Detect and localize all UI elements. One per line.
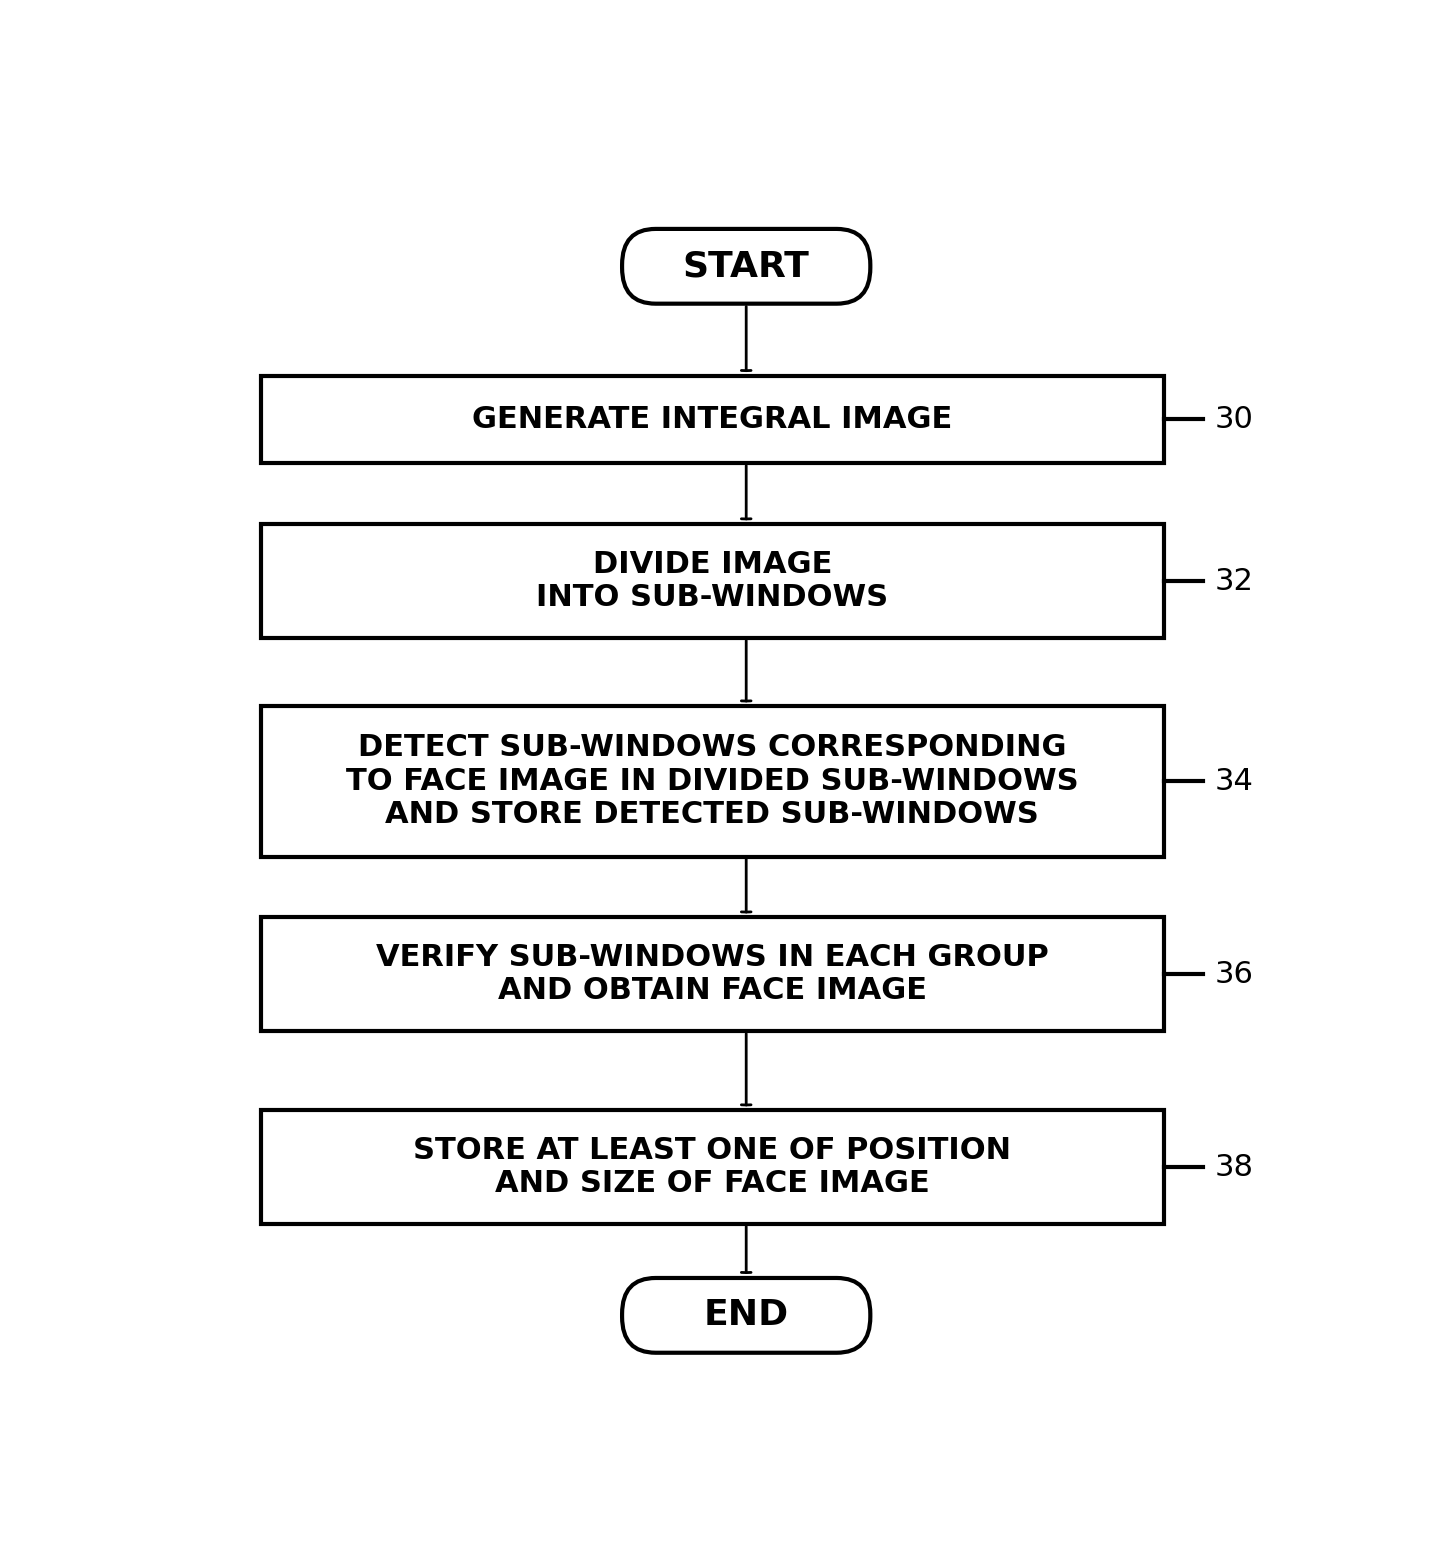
Text: DETECT SUB-WINDOWS CORRESPONDING
TO FACE IMAGE IN DIVIDED SUB-WINDOWS
AND STORE : DETECT SUB-WINDOWS CORRESPONDING TO FACE…: [347, 733, 1079, 830]
Text: STORE AT LEAST ONE OF POSITION
AND SIZE OF FACE IMAGE: STORE AT LEAST ONE OF POSITION AND SIZE …: [414, 1135, 1012, 1198]
Text: GENERATE INTEGRAL IMAGE: GENERATE INTEGRAL IMAGE: [472, 406, 952, 434]
Bar: [261, 706, 1163, 857]
Bar: [261, 1110, 1163, 1225]
Text: DIVIDE IMAGE
INTO SUB-WINDOWS: DIVIDE IMAGE INTO SUB-WINDOWS: [536, 550, 888, 612]
Text: VERIFY SUB-WINDOWS IN EACH GROUP
AND OBTAIN FACE IMAGE: VERIFY SUB-WINDOWS IN EACH GROUP AND OBT…: [376, 943, 1048, 1005]
Text: START: START: [683, 249, 810, 283]
Bar: [261, 916, 1163, 1032]
FancyBboxPatch shape: [622, 229, 871, 304]
Bar: [261, 523, 1163, 639]
Text: 36: 36: [1214, 960, 1254, 988]
Text: END: END: [703, 1298, 789, 1333]
Text: 34: 34: [1214, 767, 1254, 796]
FancyBboxPatch shape: [622, 1278, 871, 1353]
Text: 38: 38: [1214, 1153, 1254, 1181]
Bar: [261, 376, 1163, 464]
Text: 32: 32: [1214, 567, 1254, 595]
Text: 30: 30: [1214, 406, 1254, 434]
